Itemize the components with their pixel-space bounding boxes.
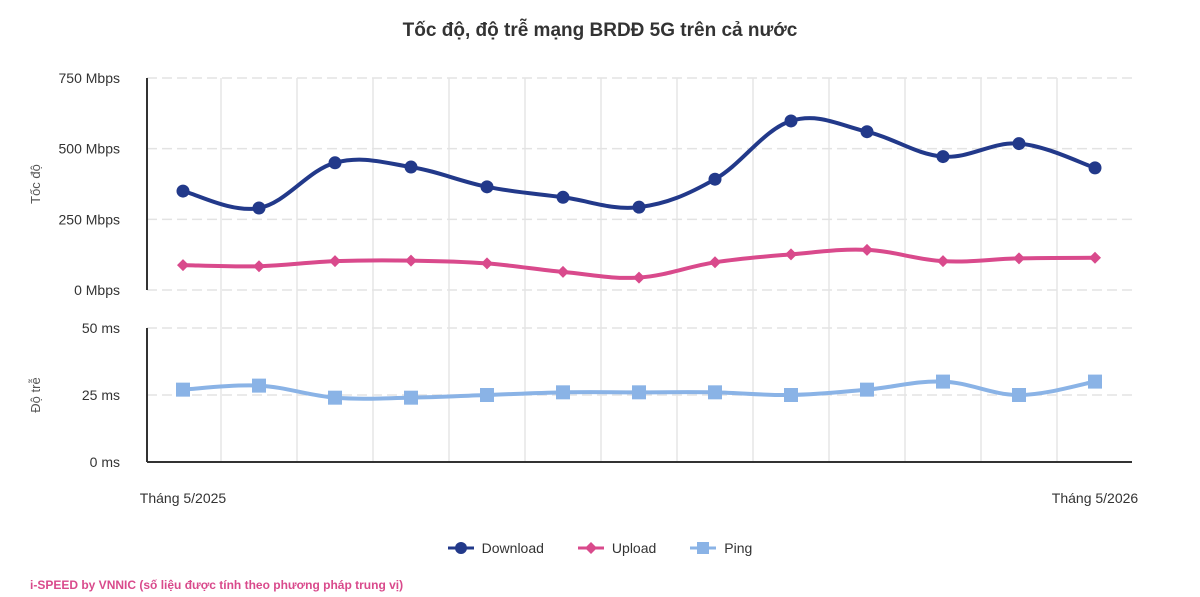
series-line-download xyxy=(181,116,1097,211)
circle-marker-icon xyxy=(447,542,474,554)
y-tick-label: 50 ms xyxy=(82,320,120,336)
data-point-download xyxy=(708,172,722,186)
data-point-download xyxy=(556,190,570,204)
y-tick-label: 0 Mbps xyxy=(74,282,120,298)
y-tick-label: 0 ms xyxy=(90,454,120,470)
data-point-ping xyxy=(708,385,722,400)
y-tick-label: 500 Mbps xyxy=(59,141,120,157)
data-point-upload xyxy=(329,255,341,268)
legend-item-download[interactable]: Download xyxy=(447,540,544,556)
x-tick-label: Tháng 5/2026 xyxy=(1052,490,1139,506)
data-point-upload xyxy=(405,254,417,267)
data-point-ping xyxy=(1012,388,1026,402)
legend-item-upload[interactable]: Upload xyxy=(577,540,657,556)
y-axis-label: Độ trễ xyxy=(28,377,43,412)
data-point-upload xyxy=(481,257,493,270)
data-point-upload xyxy=(785,248,797,261)
y-tick-label: 750 Mbps xyxy=(59,70,120,86)
data-point-upload xyxy=(1013,252,1025,265)
data-point-upload xyxy=(861,243,873,256)
data-point-ping xyxy=(328,390,342,405)
data-point-upload xyxy=(177,259,189,272)
data-point-download xyxy=(176,184,190,198)
data-point-upload xyxy=(709,256,721,269)
data-point-ping xyxy=(252,378,266,393)
data-point-ping xyxy=(176,382,190,397)
data-point-download xyxy=(860,125,874,139)
y-axis-label: Tốc độ xyxy=(28,164,43,204)
diamond-marker-icon xyxy=(577,542,604,554)
data-point-download xyxy=(936,150,950,164)
data-point-ping xyxy=(936,374,950,389)
y-tick-label: 250 Mbps xyxy=(59,211,120,227)
legend-label: Download xyxy=(481,540,544,556)
chart-title: Tốc độ, độ trễ mạng BRDĐ 5G trên cả nước xyxy=(402,20,798,41)
data-point-download xyxy=(1012,137,1026,151)
data-point-download xyxy=(1088,161,1102,175)
y-tick-label: 25 ms xyxy=(82,387,120,403)
data-point-upload xyxy=(557,265,569,278)
data-point-download xyxy=(404,160,418,174)
data-point-ping xyxy=(860,382,874,397)
data-point-upload xyxy=(253,260,265,273)
data-point-download xyxy=(784,114,798,128)
data-point-ping xyxy=(632,385,646,400)
legend-item-ping[interactable]: Ping xyxy=(690,540,752,556)
legend-label: Upload xyxy=(611,540,657,556)
legend: Download Upload Ping xyxy=(0,540,1200,556)
data-point-ping xyxy=(1088,374,1102,389)
data-point-download xyxy=(252,201,266,215)
data-point-ping xyxy=(556,385,570,400)
square-marker-icon xyxy=(690,542,717,554)
data-point-download xyxy=(328,156,342,170)
footer-note: i-SPEED by VNNIC (số liệu được tính theo… xyxy=(30,578,404,592)
legend-label: Ping xyxy=(724,540,753,556)
data-point-upload xyxy=(1089,251,1101,264)
data-point-ping xyxy=(404,390,418,405)
data-point-upload xyxy=(937,255,949,268)
data-point-download xyxy=(480,180,494,194)
data-point-ping xyxy=(784,388,798,402)
data-point-ping xyxy=(480,388,494,402)
data-point-upload xyxy=(633,271,645,284)
x-tick-label: Tháng 5/2025 xyxy=(140,490,227,506)
data-point-download xyxy=(632,200,646,214)
